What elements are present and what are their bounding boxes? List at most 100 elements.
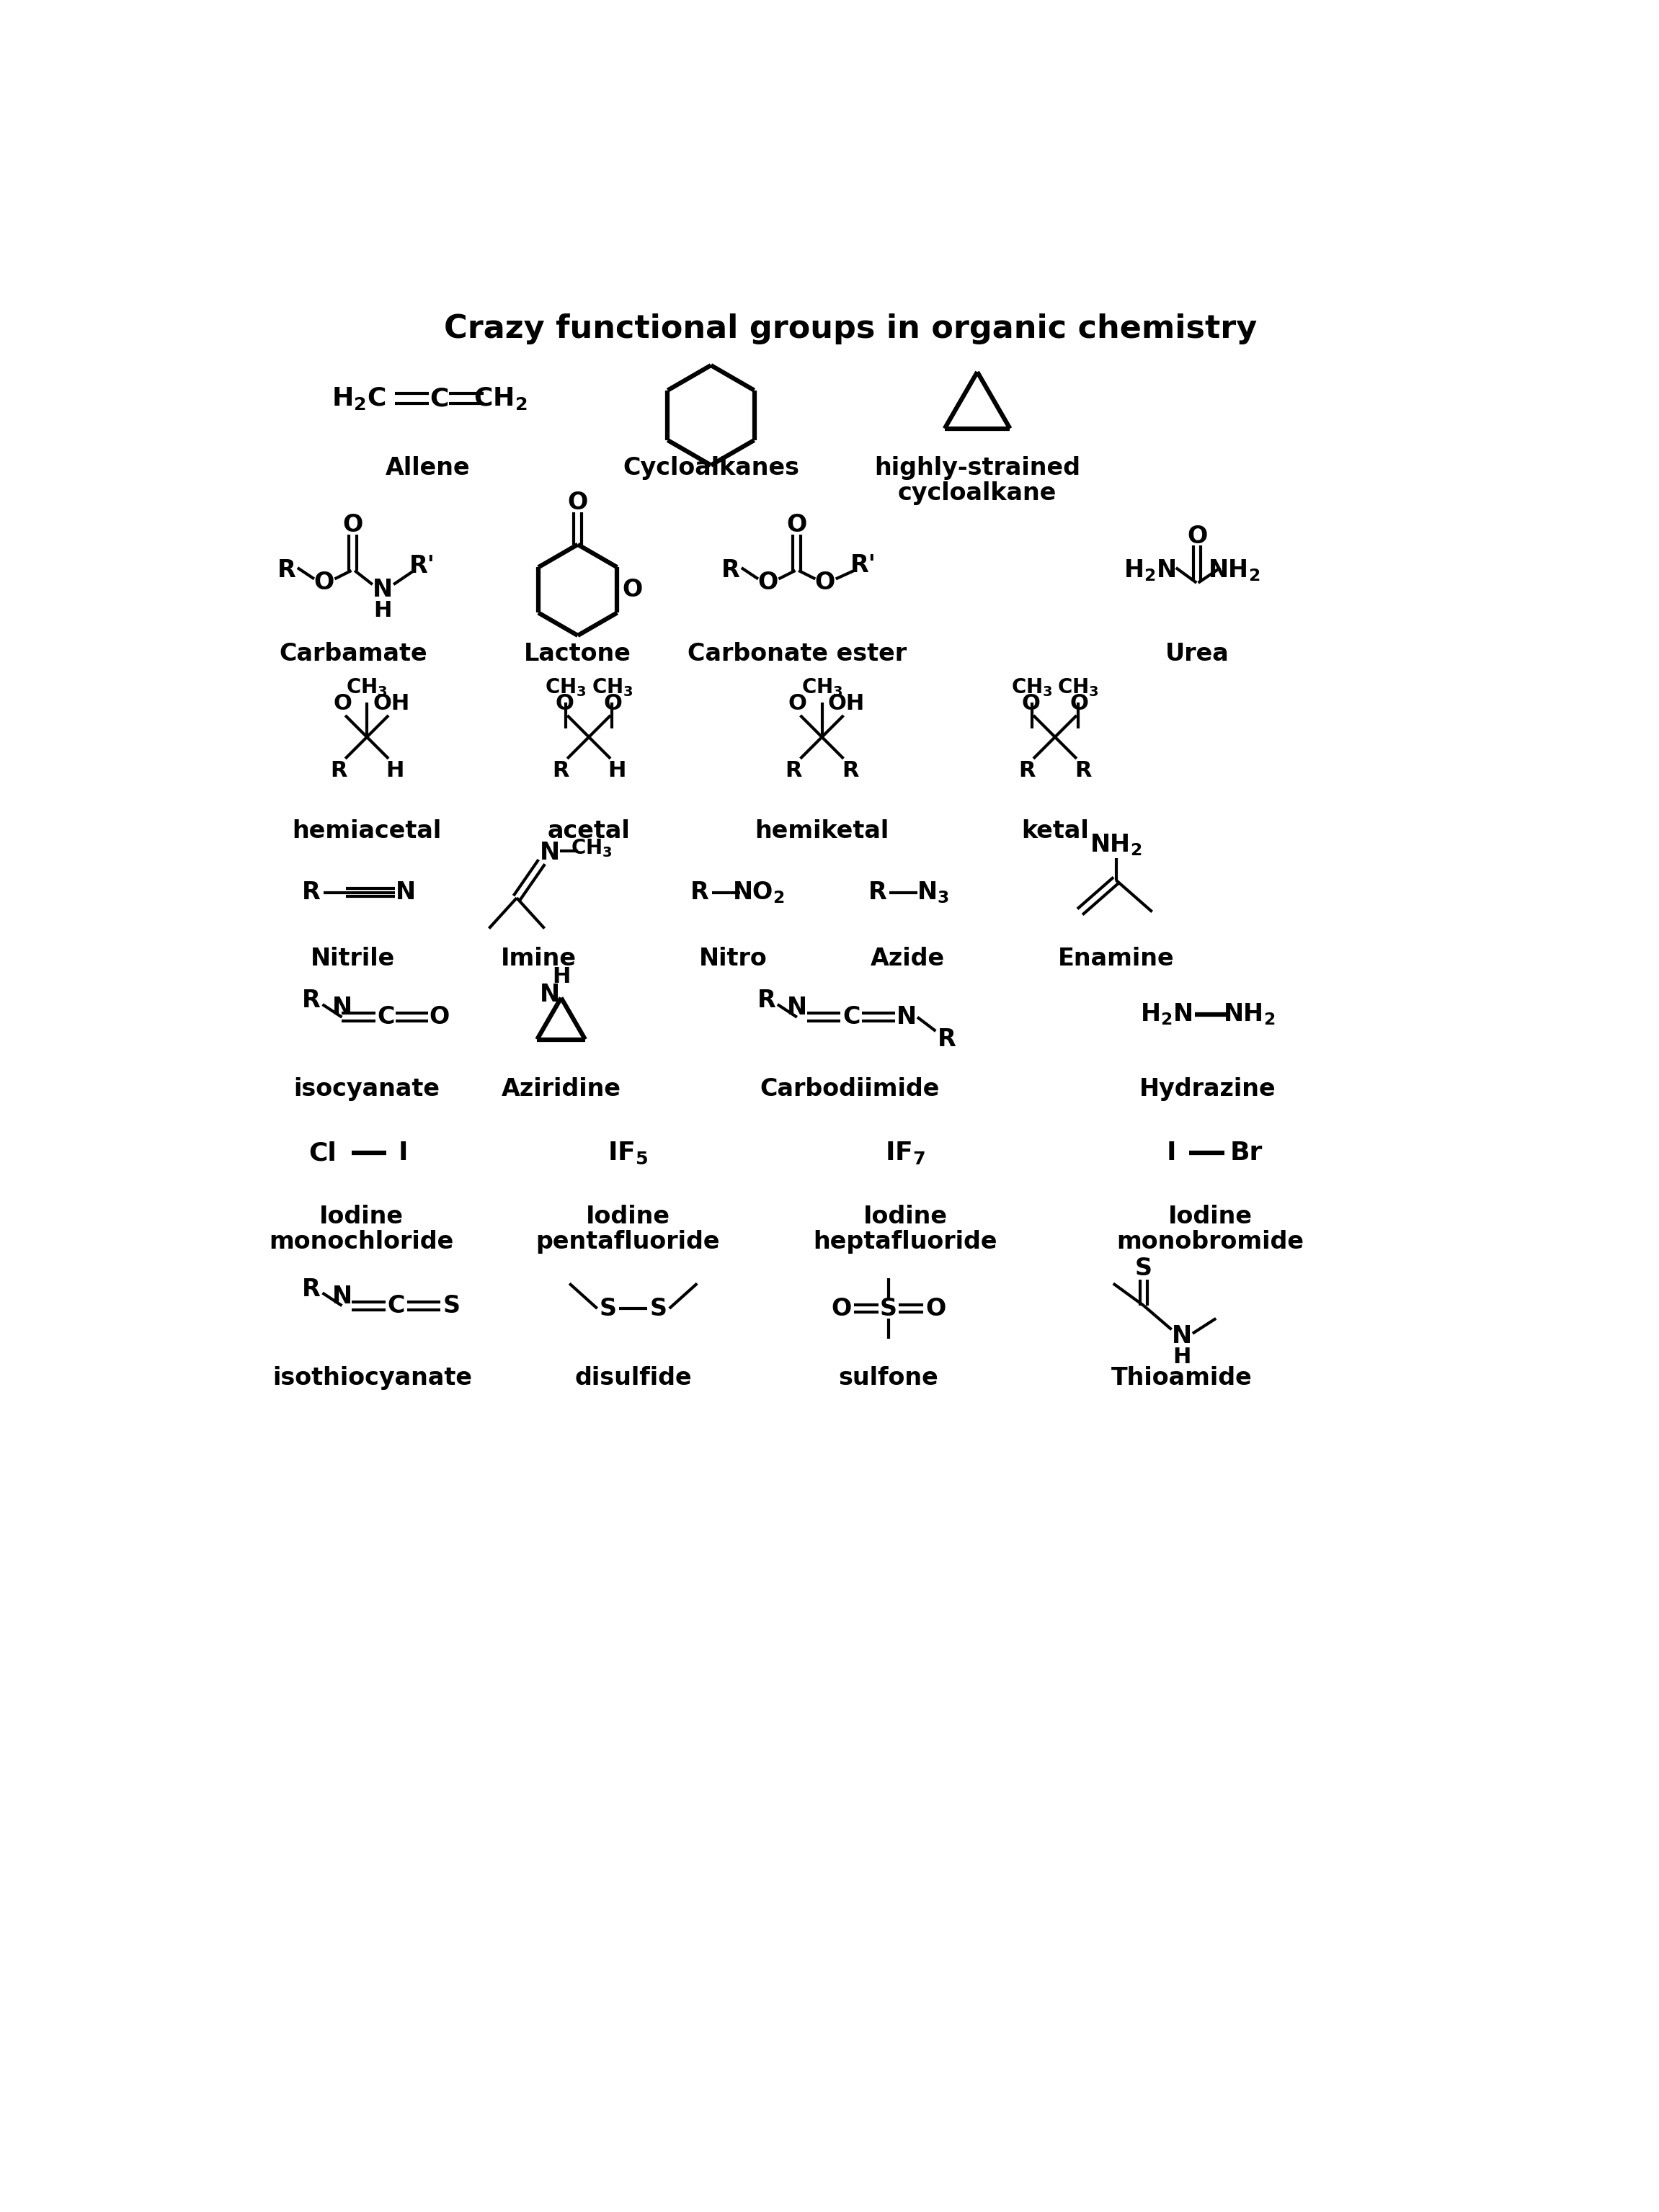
Text: O: O xyxy=(343,513,363,538)
Text: N: N xyxy=(896,1004,916,1029)
Text: Iodine: Iodine xyxy=(586,1206,670,1230)
Text: N: N xyxy=(1171,1325,1191,1347)
Text: C: C xyxy=(378,1004,395,1029)
Text: $\mathbf{NO_2}$: $\mathbf{NO_2}$ xyxy=(732,880,785,905)
Text: H: H xyxy=(373,599,392,622)
Text: Iodine: Iodine xyxy=(863,1206,947,1230)
Text: O: O xyxy=(815,571,834,595)
Text: O: O xyxy=(1186,524,1208,549)
Text: R: R xyxy=(1019,761,1035,781)
Text: C: C xyxy=(843,1004,859,1029)
Text: ketal: ketal xyxy=(1022,818,1088,843)
Text: H: H xyxy=(552,967,571,987)
Text: S: S xyxy=(650,1296,667,1321)
Text: O: O xyxy=(430,1004,450,1029)
Text: $\mathbf{CH_3}$: $\mathbf{CH_3}$ xyxy=(591,677,634,697)
Text: monochloride: monochloride xyxy=(269,1230,453,1254)
Text: $\mathbf{NH_2}$: $\mathbf{NH_2}$ xyxy=(1208,557,1259,584)
Text: S: S xyxy=(599,1296,617,1321)
Text: R: R xyxy=(277,560,295,582)
Text: O: O xyxy=(758,571,778,595)
Text: $\mathbf{N_3}$: $\mathbf{N_3}$ xyxy=(917,880,949,905)
Text: pentafluoride: pentafluoride xyxy=(536,1230,720,1254)
Text: Cl: Cl xyxy=(309,1141,337,1166)
Text: R: R xyxy=(690,880,708,905)
Text: I: I xyxy=(1166,1141,1176,1166)
Text: H: H xyxy=(607,761,625,781)
Text: isothiocyanate: isothiocyanate xyxy=(272,1367,473,1389)
Text: $\mathbf{CH_3}$: $\mathbf{CH_3}$ xyxy=(347,677,388,697)
Text: O: O xyxy=(788,692,806,714)
Text: S: S xyxy=(443,1294,460,1318)
Text: $\mathbf{IF_7}$: $\mathbf{IF_7}$ xyxy=(884,1139,926,1166)
Text: $\mathbf{CH_3}$: $\mathbf{CH_3}$ xyxy=(801,677,843,697)
Text: R: R xyxy=(1075,761,1092,781)
Text: R: R xyxy=(722,560,740,582)
Text: Enamine: Enamine xyxy=(1058,947,1175,971)
Text: $\mathbf{H_2C}$: $\mathbf{H_2C}$ xyxy=(332,385,385,411)
Text: Thioamide: Thioamide xyxy=(1112,1367,1253,1389)
Text: N: N xyxy=(332,995,352,1020)
Text: monobromide: monobromide xyxy=(1117,1230,1304,1254)
Text: $\mathbf{NH_2}$: $\mathbf{NH_2}$ xyxy=(1090,832,1141,858)
Text: $\mathbf{CH_3}$: $\mathbf{CH_3}$ xyxy=(544,677,586,697)
Text: N: N xyxy=(786,995,806,1020)
Text: Carbodiimide: Carbodiimide xyxy=(760,1077,939,1102)
Text: $\mathbf{NH_2}$: $\mathbf{NH_2}$ xyxy=(1223,1002,1276,1026)
Text: $\mathbf{CH_3}$: $\mathbf{CH_3}$ xyxy=(1010,677,1052,697)
Text: Iodine: Iodine xyxy=(1168,1206,1253,1230)
Text: $\mathbf{IF_5}$: $\mathbf{IF_5}$ xyxy=(607,1141,649,1166)
Text: cycloalkane: cycloalkane xyxy=(898,480,1057,504)
Text: R: R xyxy=(937,1029,956,1051)
Text: OH: OH xyxy=(828,692,864,714)
Text: O: O xyxy=(556,692,574,714)
Text: disulfide: disulfide xyxy=(574,1367,692,1389)
Text: highly-strained: highly-strained xyxy=(874,456,1080,480)
Text: O: O xyxy=(1022,692,1040,714)
Text: R: R xyxy=(302,880,320,905)
Text: sulfone: sulfone xyxy=(838,1367,939,1389)
Text: $\mathbf{C}$: $\mathbf{C}$ xyxy=(430,387,448,411)
Text: R: R xyxy=(868,880,886,905)
Text: Hydrazine: Hydrazine xyxy=(1140,1077,1276,1102)
Text: O: O xyxy=(567,491,587,515)
Text: Nitrile: Nitrile xyxy=(310,947,395,971)
Text: R: R xyxy=(841,761,859,781)
Text: $\mathbf{CH_2}$: $\mathbf{CH_2}$ xyxy=(473,385,528,411)
Text: R': R' xyxy=(410,555,435,577)
Text: Allene: Allene xyxy=(385,456,471,480)
Text: Carbamate: Carbamate xyxy=(279,641,426,666)
Text: Iodine: Iodine xyxy=(319,1206,403,1230)
Text: Lactone: Lactone xyxy=(524,641,632,666)
Text: O: O xyxy=(314,571,333,595)
Text: N: N xyxy=(539,982,561,1006)
Text: O: O xyxy=(831,1296,851,1321)
Text: Br: Br xyxy=(1229,1141,1262,1166)
Text: hemiacetal: hemiacetal xyxy=(292,818,441,843)
Text: N: N xyxy=(332,1285,352,1307)
Text: N: N xyxy=(539,841,561,865)
Text: $\mathbf{H_2N}$: $\mathbf{H_2N}$ xyxy=(1123,557,1176,584)
Text: R: R xyxy=(330,761,347,781)
Text: O: O xyxy=(926,1296,946,1321)
Text: Urea: Urea xyxy=(1165,641,1229,666)
Text: Azide: Azide xyxy=(871,947,946,971)
Text: O: O xyxy=(333,692,352,714)
Text: H: H xyxy=(387,761,405,781)
Text: hemiketal: hemiketal xyxy=(755,818,889,843)
Text: C: C xyxy=(388,1294,405,1318)
Text: isocyanate: isocyanate xyxy=(294,1077,440,1102)
Text: heptafluoride: heptafluoride xyxy=(813,1230,997,1254)
Text: R: R xyxy=(785,761,803,781)
Text: R': R' xyxy=(851,553,876,577)
Text: R: R xyxy=(302,1276,320,1301)
Text: R: R xyxy=(302,989,320,1013)
Text: Aziridine: Aziridine xyxy=(501,1077,620,1102)
Text: O: O xyxy=(1070,692,1088,714)
Text: acetal: acetal xyxy=(547,818,630,843)
Text: I: I xyxy=(398,1141,408,1166)
Text: $\mathbf{CH_3}$: $\mathbf{CH_3}$ xyxy=(571,838,612,858)
Text: R: R xyxy=(757,989,776,1013)
Text: $\mathbf{H_2N}$: $\mathbf{H_2N}$ xyxy=(1140,1002,1193,1026)
Text: O: O xyxy=(622,577,644,602)
